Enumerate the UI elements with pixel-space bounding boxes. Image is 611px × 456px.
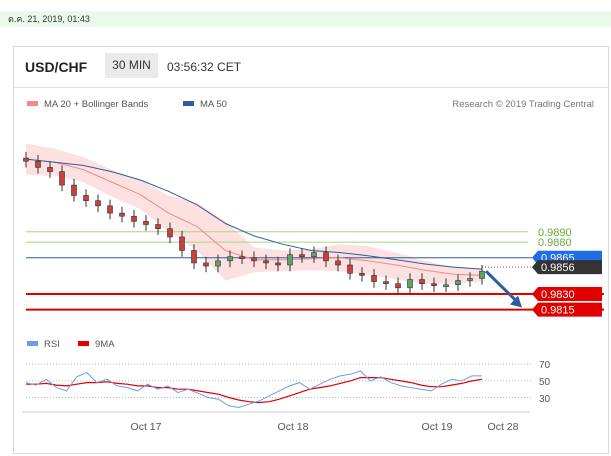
candle — [23, 157, 29, 162]
candle — [59, 171, 65, 186]
ma50-line — [25, 158, 483, 270]
candle — [275, 262, 281, 266]
candle — [443, 284, 449, 288]
timestamp: ต.ค. 21, 2019, 01:43 — [8, 14, 90, 24]
rsi-layer — [25, 363, 532, 409]
ma20-legend-label: MA 20 + Bollinger Bands — [44, 99, 149, 110]
price-tag-label-0.9830: 0.9830 — [541, 289, 575, 301]
rsi-tick-70: 70 — [539, 360, 551, 371]
candle — [311, 252, 317, 257]
ma20-legend-swatch — [27, 101, 38, 106]
candle — [35, 160, 41, 168]
candle — [119, 212, 125, 217]
chart-time: 03:56:32 CET — [167, 60, 242, 74]
candle — [323, 252, 329, 262]
price-tag-0.9830 — [532, 287, 602, 302]
rsi-tick-30: 30 — [539, 394, 551, 405]
candle — [371, 275, 377, 282]
candle — [479, 270, 485, 279]
candle — [95, 200, 101, 207]
candle — [455, 280, 461, 286]
candle — [143, 221, 149, 225]
candle — [407, 279, 413, 289]
x-tick-oct19: Oct 19 — [422, 421, 453, 433]
forecast-arrow-head — [510, 295, 522, 308]
candle — [167, 228, 173, 238]
candle — [383, 281, 389, 284]
ma50-legend-swatch — [183, 101, 194, 106]
candle — [179, 236, 185, 251]
timeframe-badge[interactable]: 30 MIN — [105, 53, 158, 78]
candle — [155, 224, 161, 229]
ma50-legend-label: MA 50 — [200, 99, 227, 110]
rsi-legend-label: RSI — [44, 339, 60, 350]
candle — [107, 205, 113, 214]
candle — [467, 278, 473, 281]
rsi-line — [25, 370, 482, 409]
candle — [191, 250, 197, 264]
x-tick-oct28: Oct 28 — [488, 421, 519, 433]
price-tag-0.9815 — [532, 302, 602, 317]
candle — [227, 256, 233, 262]
candle — [431, 283, 437, 287]
candle — [203, 262, 209, 267]
candle — [263, 260, 269, 264]
price-tag-0.9856 — [532, 260, 602, 275]
candle — [239, 256, 245, 259]
rsi-ma-legend-label: 9MA — [95, 339, 115, 350]
candle — [83, 195, 89, 201]
price-tag-label-0.9856: 0.9856 — [541, 262, 575, 274]
candle — [287, 254, 293, 266]
candles-layer — [23, 151, 485, 295]
x-tick-oct17: Oct 17 — [131, 421, 162, 433]
x-tick-oct18: Oct 18 — [278, 421, 309, 433]
candle — [335, 260, 341, 266]
candle — [359, 272, 365, 276]
rsi-tick-50: 50 — [539, 377, 551, 388]
candle — [71, 184, 77, 196]
candle — [47, 167, 53, 172]
pair-title: USD/CHF — [25, 59, 88, 75]
rsi-ma-legend-swatch — [78, 341, 89, 346]
forecast-arrow — [484, 270, 520, 304]
candle — [347, 264, 353, 274]
credit-label: Research © 2019 Trading Central — [452, 99, 594, 110]
candle — [299, 254, 305, 257]
candle — [131, 215, 137, 222]
price-tag-label-0.9815: 0.9815 — [541, 305, 575, 317]
bollinger-band — [26, 143, 482, 284]
candle — [251, 257, 257, 262]
rsi-legend-swatch — [27, 341, 38, 346]
bollinger-band-layer — [26, 143, 482, 284]
chart-header: USD/CHF 30 MIN 03:56:32 CET — [14, 47, 608, 88]
candle — [419, 279, 425, 284]
forecast-arrow-layer — [484, 270, 522, 308]
timestamp-bar — [0, 11, 611, 27]
candle — [395, 283, 401, 289]
level-label-0.9890: 0.9890 — [538, 227, 572, 239]
candle — [215, 260, 221, 267]
level-label-0.9880: 0.9880 — [538, 237, 572, 249]
